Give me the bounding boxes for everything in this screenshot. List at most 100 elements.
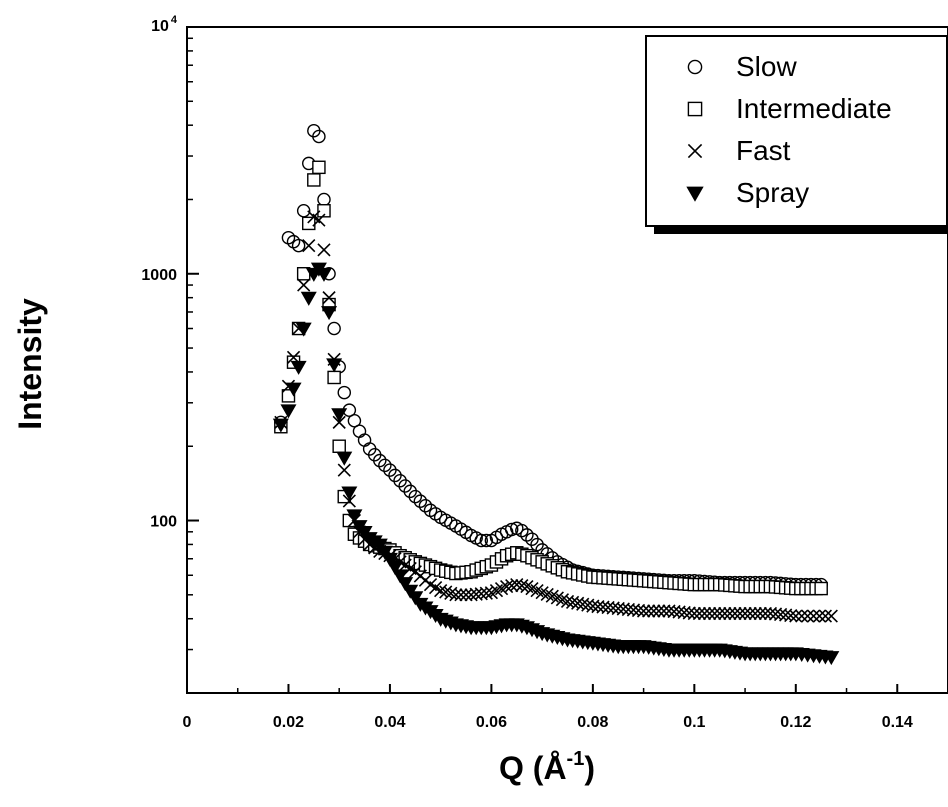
data-point [439, 585, 453, 599]
data-point [540, 587, 554, 602]
data-point [297, 278, 311, 292]
data-point [692, 606, 707, 621]
data-point [327, 321, 341, 336]
data-point [302, 239, 316, 253]
data-point [326, 358, 343, 373]
data-point [824, 609, 838, 623]
data-point [500, 579, 514, 594]
data-point [341, 486, 358, 501]
data-point [285, 382, 302, 397]
data-point [373, 453, 387, 468]
data-point [530, 584, 544, 598]
data-point [789, 609, 803, 623]
data-point [814, 581, 828, 596]
data-point [743, 606, 757, 621]
data-point [347, 413, 362, 428]
data-point [312, 160, 326, 175]
data-point [408, 489, 423, 504]
data-point [290, 360, 307, 375]
data-point [312, 213, 326, 227]
legend-marker [687, 59, 703, 75]
series-spray [272, 262, 840, 666]
legend-item-intermediate: Intermediate [687, 93, 892, 124]
data-point [818, 609, 833, 623]
data-point [812, 609, 827, 623]
data-point [371, 538, 388, 553]
data-point [494, 581, 509, 596]
y-tick-label: 1000 [141, 267, 177, 284]
data-point [322, 291, 336, 305]
data-point [738, 606, 752, 621]
data-point [378, 458, 392, 473]
data-point [806, 609, 821, 623]
data-point [636, 604, 651, 618]
y-tick-label-base: 10 [151, 18, 169, 35]
y-tick-label: 10 4 [151, 14, 178, 35]
data-point [652, 604, 666, 618]
x-axis-title-close: ) [584, 750, 595, 786]
data-point [823, 651, 840, 666]
data-point [300, 291, 317, 306]
legend-label: Slow [736, 51, 797, 82]
data-point [317, 243, 331, 257]
legend-label: Intermediate [736, 93, 892, 124]
data-point [346, 509, 363, 524]
data-point [682, 606, 696, 620]
data-point [342, 494, 356, 508]
legend: Slow Intermediate Fast Spray [645, 35, 948, 234]
y-tick-label: 100 [150, 514, 177, 531]
data-point [321, 306, 338, 321]
data-point [386, 561, 404, 576]
data-point [758, 606, 772, 621]
data-point [505, 578, 519, 593]
data-point [515, 578, 529, 593]
data-point [332, 415, 346, 429]
data-point [728, 606, 742, 621]
data-point [733, 606, 747, 621]
data-point [295, 322, 312, 337]
x-tick-label: 0.1 [683, 714, 705, 731]
data-point [327, 370, 341, 385]
legend-marker [687, 143, 703, 159]
legend-label: Fast [736, 135, 791, 166]
data-point [357, 433, 372, 447]
data-point [336, 451, 353, 466]
legend-label: Spray [736, 177, 809, 208]
data-point [317, 192, 331, 207]
data-point [332, 439, 346, 453]
data-point [434, 583, 448, 598]
data-point [397, 577, 414, 592]
data-point [459, 588, 473, 602]
data-point [317, 204, 331, 218]
data-point [291, 238, 306, 253]
data-point [315, 267, 332, 282]
data-point [753, 606, 767, 621]
data-point [713, 606, 727, 621]
data-point [504, 522, 519, 537]
data-point [418, 498, 433, 513]
x-tick-label: 0.08 [577, 714, 608, 731]
data-point [525, 581, 539, 596]
x-axis-title: Q (Å-1) [499, 748, 595, 786]
data-point [474, 533, 489, 548]
x-axis-title-superscript: -1 [567, 748, 585, 770]
data-point [642, 604, 656, 618]
y-axis-title: Intensity [12, 298, 48, 430]
data-point [337, 463, 351, 477]
legend-marker [687, 101, 703, 117]
data-point [718, 606, 732, 621]
data-point [454, 588, 468, 602]
x-tick-label: 0.12 [780, 714, 811, 731]
plot-frame [186, 26, 948, 694]
legend-item-spray: Spray [686, 177, 809, 208]
data-point [723, 606, 737, 621]
data-point [392, 569, 409, 584]
data-point [550, 591, 564, 605]
data-point [535, 586, 549, 600]
data-point [302, 216, 316, 231]
axis-ticks: 0 0.02 0.04 0.06 0.08 0.1 0.12 0.14 100 1000 10 4 [141, 14, 913, 731]
data-point [381, 552, 398, 567]
x-tick-label: 0.04 [374, 714, 405, 731]
data-point [280, 404, 297, 419]
